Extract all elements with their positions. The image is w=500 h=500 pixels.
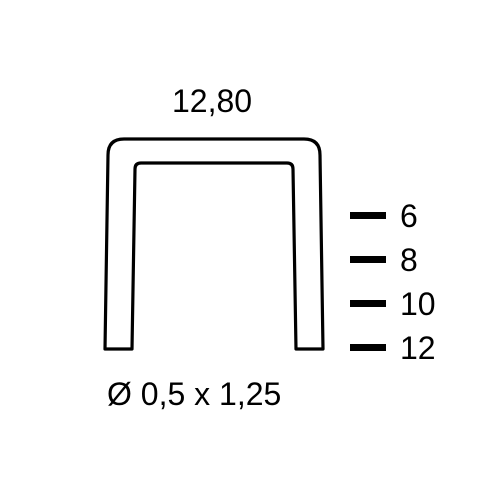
size-tick: [350, 344, 386, 351]
size-label: 8: [400, 242, 418, 279]
width-label: 12,80: [172, 83, 252, 120]
size-tick: [350, 256, 386, 263]
size-label: 10: [400, 286, 436, 323]
staple-diagram: [0, 0, 500, 500]
wire-gauge-label: Ø 0,5 x 1,25: [107, 376, 281, 413]
size-label: 12: [400, 330, 436, 367]
size-label: 6: [400, 198, 418, 235]
size-tick: [350, 300, 386, 307]
size-tick: [350, 212, 386, 219]
